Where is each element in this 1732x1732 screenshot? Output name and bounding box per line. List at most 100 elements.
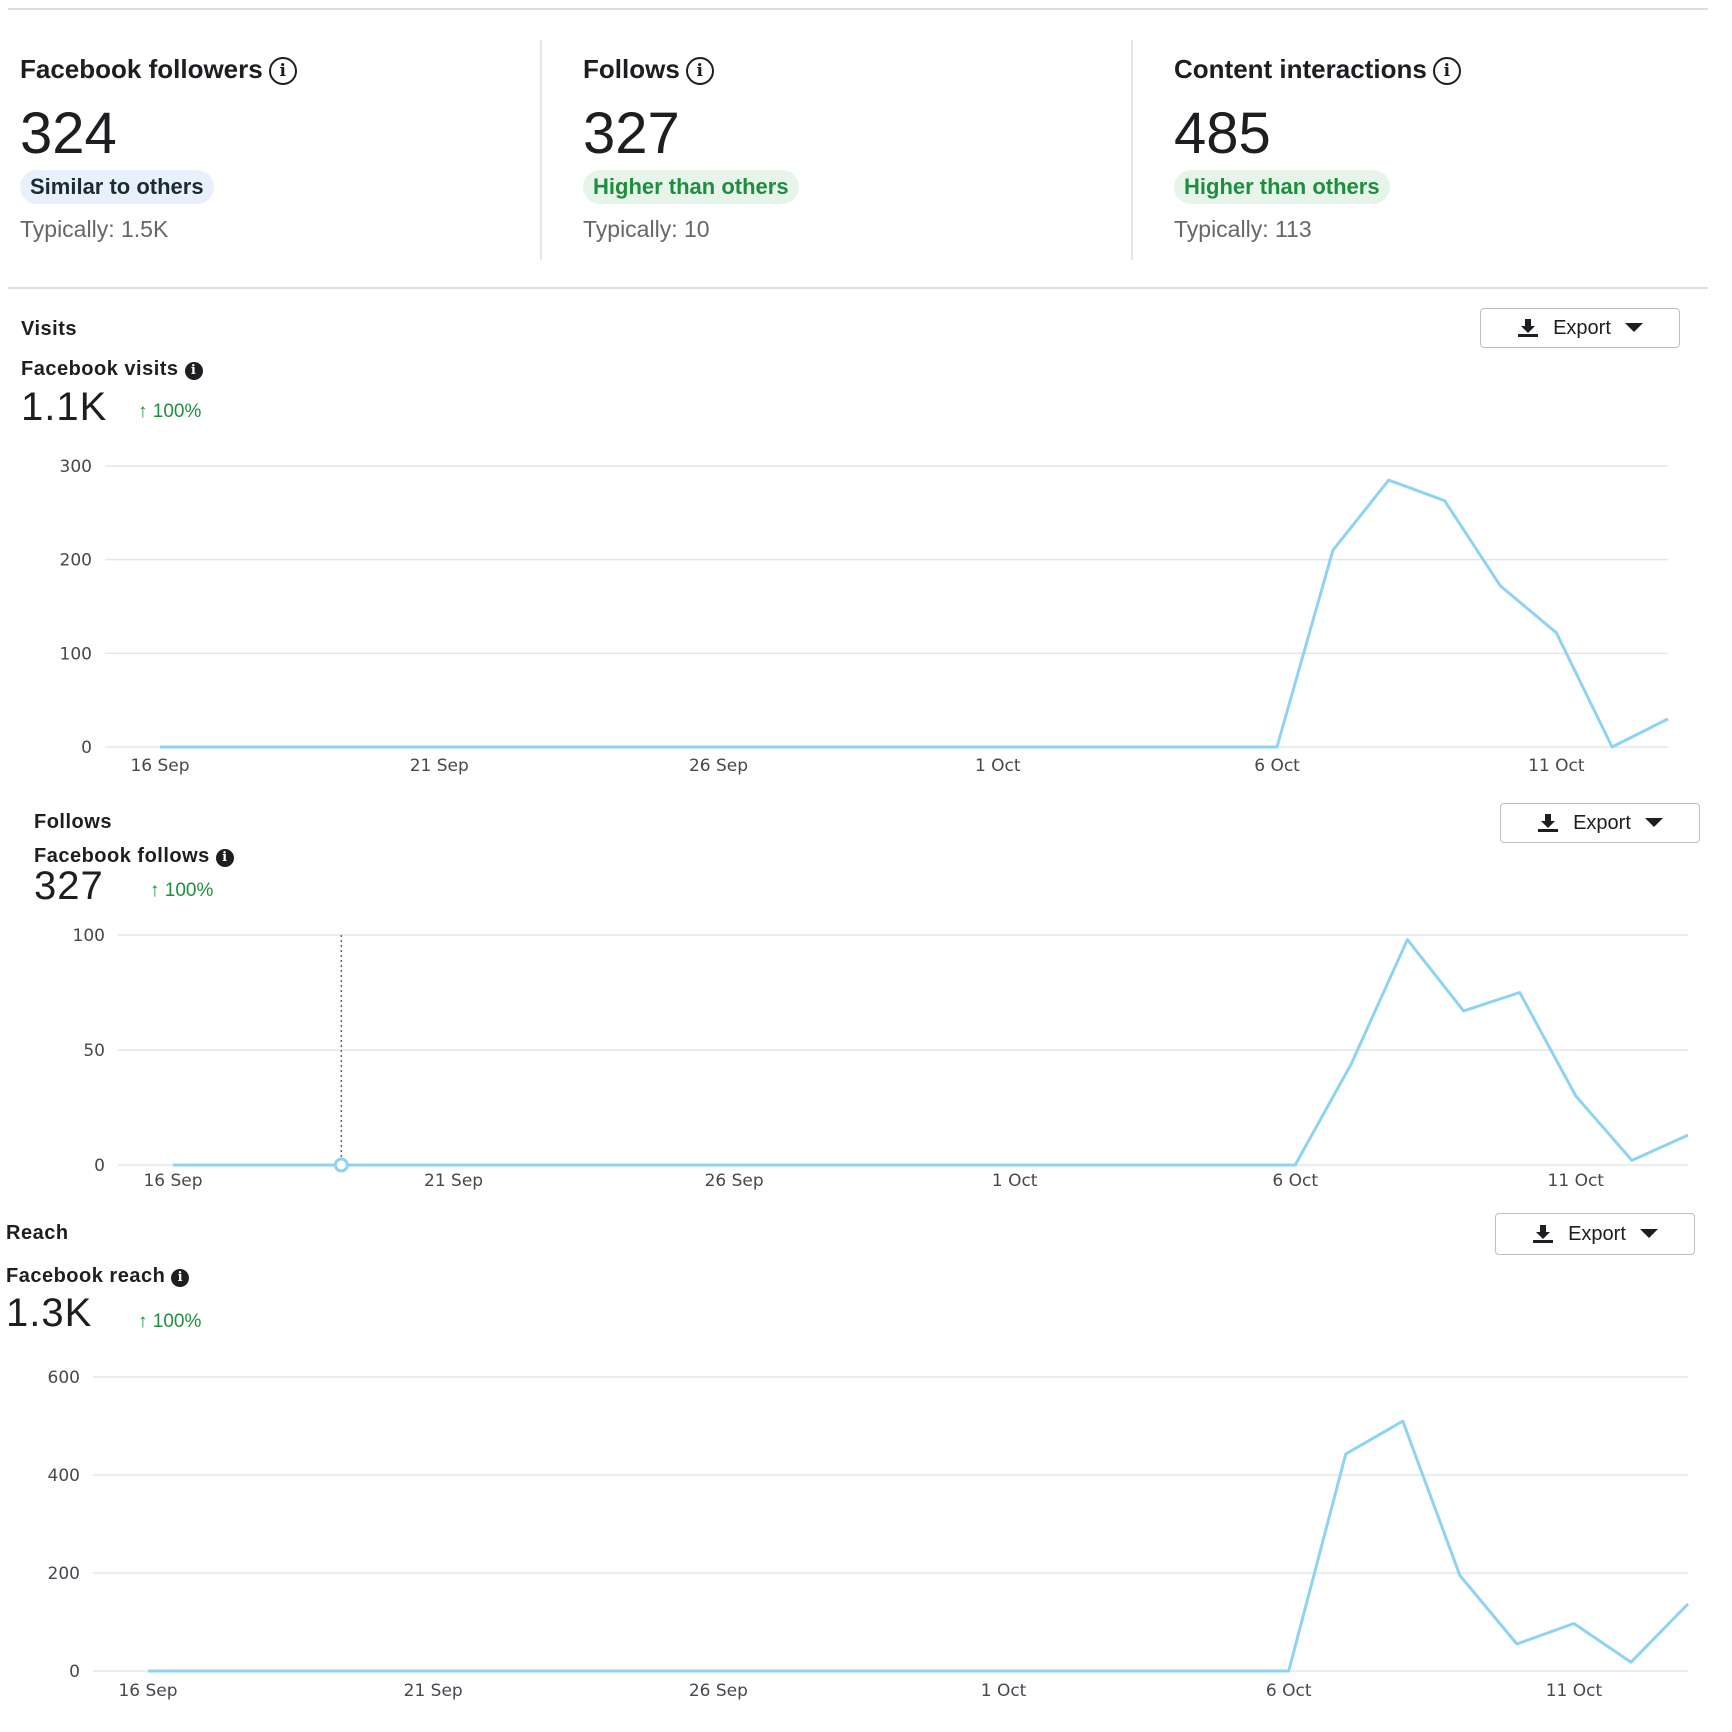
data-point	[202, 1668, 208, 1674]
card-title: Content interactions i	[1174, 54, 1461, 85]
y-tick-label: 100	[73, 926, 105, 946]
y-tick-label: 200	[48, 1564, 80, 1584]
x-tick-label: 6 Oct	[1266, 1681, 1312, 1701]
data-point	[1115, 1668, 1121, 1674]
data-point	[544, 1668, 550, 1674]
top-divider	[8, 8, 1708, 10]
comparison-badge: Higher than others	[1174, 170, 1390, 204]
x-tick-label: 16 Sep	[130, 756, 189, 776]
metric-label: Facebook reach i	[6, 1265, 190, 1288]
export-label: Export	[1573, 811, 1631, 834]
info-icon[interactable]: i	[685, 57, 714, 85]
y-tick-label: 100	[60, 644, 92, 664]
chevron-down-icon	[1644, 818, 1663, 827]
series-line	[160, 478, 1669, 749]
y-tick-label: 300	[60, 457, 92, 477]
x-tick-label: 16 Sep	[118, 1681, 177, 1701]
data-point	[1457, 1572, 1463, 1578]
y-tick-label: 400	[48, 1466, 80, 1486]
y-tick-label: 50	[83, 1041, 105, 1061]
data-point	[944, 1668, 950, 1674]
metric-label: Facebook visits i	[21, 358, 203, 381]
x-tick-label: 6 Oct	[1254, 756, 1300, 776]
chevron-down-icon	[1624, 323, 1643, 332]
download-icon	[1533, 1225, 1554, 1243]
y-tick-label: 0	[81, 738, 92, 758]
data-point	[1058, 1668, 1064, 1674]
x-tick-label: 1 Oct	[992, 1171, 1038, 1191]
x-tick-label: 11 Oct	[1546, 1681, 1603, 1701]
x-tick-label: 21 Sep	[404, 1681, 463, 1701]
data-point	[487, 1668, 493, 1674]
x-tick-label: 26 Sep	[689, 1681, 748, 1701]
data-point	[1343, 1451, 1349, 1457]
x-tick-label: 16 Sep	[143, 1171, 202, 1191]
section-title: Follows	[34, 811, 112, 833]
info-icon[interactable]: i	[1432, 57, 1461, 85]
typical-value: Typically: 113	[1174, 216, 1312, 242]
x-tick-label: 26 Sep	[705, 1171, 764, 1191]
data-point	[1172, 1668, 1178, 1674]
summary-card-followers: Facebook followers i 324 Similar to other…	[20, 30, 520, 260]
delta-badge: ↑ 100%	[138, 401, 202, 422]
card-title: Follows i	[583, 54, 714, 85]
data-point	[259, 1668, 265, 1674]
info-icon[interactable]: i	[215, 849, 234, 867]
y-tick-label: 200	[60, 551, 92, 571]
series-line	[173, 938, 1689, 1167]
data-point	[1286, 1668, 1292, 1674]
export-button[interactable]: Export	[1495, 1213, 1695, 1255]
x-tick-label: 21 Sep	[424, 1171, 483, 1191]
info-icon[interactable]: i	[171, 1269, 190, 1287]
data-point	[772, 1668, 778, 1674]
data-point	[316, 1668, 322, 1674]
data-point	[1628, 1659, 1634, 1665]
y-tick-label: 0	[94, 1156, 105, 1176]
info-icon[interactable]: i	[268, 57, 297, 85]
x-tick-label: 26 Sep	[689, 756, 748, 776]
info-icon[interactable]: i	[184, 362, 203, 380]
export-label: Export	[1553, 316, 1611, 339]
chevron-down-icon	[1639, 1229, 1658, 1238]
export-button[interactable]: Export	[1480, 308, 1680, 348]
section-divider	[8, 287, 1708, 289]
summary-card-content-interactions: Content interactions i 485 Higher than ot…	[1174, 30, 1694, 260]
x-tick-label: 6 Oct	[1272, 1171, 1318, 1191]
data-point	[145, 1668, 151, 1674]
x-tick-label: 1 Oct	[975, 756, 1021, 776]
card-divider	[540, 40, 542, 260]
section-title: Reach	[6, 1222, 69, 1244]
x-tick-label: 11 Oct	[1548, 1171, 1605, 1191]
data-point	[658, 1668, 664, 1674]
data-point	[1571, 1620, 1577, 1626]
metric-value: 1.3K	[6, 1291, 93, 1335]
y-tick-label: 0	[69, 1662, 80, 1682]
data-point	[1229, 1668, 1235, 1674]
card-value: 485	[1174, 101, 1271, 166]
series-line	[148, 1419, 1690, 1673]
y-tick-label: 600	[48, 1368, 80, 1388]
summary-card-follows: Follows i 327 Higher than others Typicall…	[583, 30, 1103, 260]
data-point	[829, 1668, 835, 1674]
comparison-badge: Similar to others	[20, 170, 214, 204]
typical-value: Typically: 1.5K	[20, 216, 169, 242]
data-point	[1400, 1418, 1406, 1424]
metric-label: Facebook follows i	[34, 845, 234, 868]
arrow-up-icon: ↑	[138, 401, 153, 422]
card-title: Facebook followers i	[20, 54, 297, 85]
data-point	[886, 1668, 892, 1674]
x-tick-label: 11 Oct	[1528, 756, 1585, 776]
data-point	[715, 1668, 721, 1674]
delta-badge: ↑ 100%	[150, 880, 214, 901]
data-point	[1001, 1668, 1007, 1674]
hover-point	[333, 1157, 349, 1173]
section-title: Visits	[21, 318, 77, 340]
card-value: 327	[583, 101, 680, 166]
arrow-up-icon: ↑	[138, 1311, 153, 1332]
card-value: 324	[20, 101, 117, 166]
comparison-badge: Higher than others	[583, 170, 799, 204]
export-button[interactable]: Export	[1500, 803, 1700, 843]
